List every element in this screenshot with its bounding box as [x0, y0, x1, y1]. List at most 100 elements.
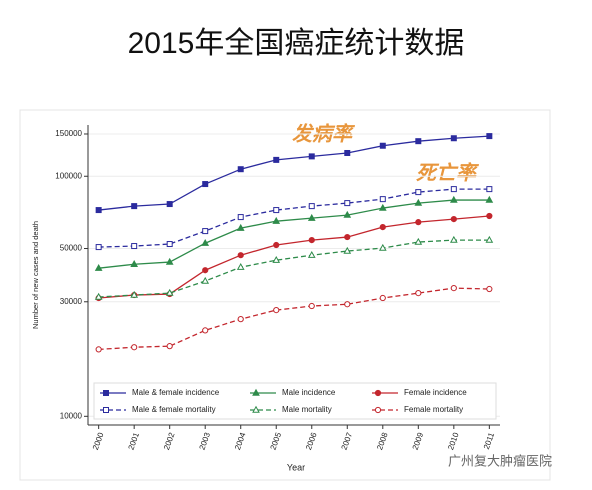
x-tick-label: 2011 — [482, 431, 497, 451]
marker — [343, 210, 352, 218]
marker — [95, 346, 102, 353]
marker — [237, 166, 244, 173]
marker — [415, 290, 422, 297]
x-tick-label: 2000 — [91, 431, 106, 451]
marker — [378, 243, 387, 251]
marker — [307, 250, 316, 258]
y-tick-label: 100000 — [55, 171, 82, 180]
marker — [130, 260, 139, 267]
marker — [415, 219, 422, 226]
marker — [450, 285, 457, 292]
chart-title: 2015年全国癌症统计数据 — [128, 27, 465, 60]
marker — [202, 228, 209, 235]
marker — [344, 233, 351, 241]
marker — [343, 246, 352, 254]
x-tick-label: 2003 — [198, 431, 213, 451]
marker — [344, 149, 351, 156]
marker — [308, 203, 315, 210]
marker — [202, 327, 209, 334]
x-tick-label: 2005 — [269, 431, 284, 451]
y-tick-label: 10000 — [60, 411, 83, 420]
x-tick-label: 2007 — [340, 431, 355, 451]
marker — [450, 135, 457, 142]
marker — [415, 138, 422, 145]
legend-marker — [252, 388, 260, 396]
marker — [486, 133, 493, 140]
legend-label: Male & female mortality — [132, 405, 216, 414]
marker — [344, 301, 351, 308]
marker — [272, 216, 281, 224]
legend-marker — [374, 389, 382, 397]
marker — [202, 267, 209, 274]
marker — [94, 292, 103, 300]
x-tick-label: 2008 — [375, 431, 390, 451]
marker — [273, 241, 280, 249]
y-tick-label: 150000 — [55, 129, 82, 138]
marker — [166, 343, 173, 350]
watermark: 广州复大肿瘤医院 — [448, 453, 552, 468]
series-line — [98, 135, 490, 211]
legend-label: Female mortality — [404, 405, 463, 414]
legend-marker — [252, 405, 260, 413]
marker — [131, 344, 138, 351]
series-line — [98, 188, 490, 248]
y-axis-label: Number of new cases and death — [31, 221, 40, 329]
marker — [131, 243, 138, 250]
marker — [344, 200, 351, 207]
marker — [237, 214, 244, 221]
marker — [236, 262, 245, 270]
marker — [450, 186, 457, 193]
series-line — [98, 215, 490, 299]
x-axis-label: Year — [287, 462, 305, 472]
panel — [19, 109, 551, 481]
marker — [166, 201, 173, 208]
series-line — [98, 287, 490, 351]
marker — [485, 195, 494, 203]
marker — [307, 213, 316, 221]
legend-label: Female incidence — [404, 388, 467, 397]
marker — [414, 237, 423, 245]
marker — [486, 186, 493, 193]
marker — [131, 203, 138, 210]
marker — [414, 198, 423, 206]
x-tick-label: 2010 — [446, 431, 461, 451]
x-tick-label: 2006 — [304, 431, 319, 451]
y-tick-label: 30000 — [60, 297, 83, 306]
legend-box — [93, 382, 497, 420]
series-line — [98, 239, 490, 298]
legend-label: Male incidence — [282, 388, 336, 397]
x-tick-label: 2009 — [411, 431, 426, 451]
marker — [165, 257, 174, 265]
marker — [237, 316, 244, 323]
x-tick-label: 2004 — [233, 431, 248, 451]
marker — [415, 189, 422, 196]
legend-label: Male & female incidence — [132, 388, 220, 397]
marker — [308, 153, 315, 160]
marker — [201, 276, 210, 284]
x-tick-label: 2001 — [126, 431, 141, 451]
marker — [95, 207, 102, 214]
marker — [165, 288, 174, 296]
annotation: 死亡率 — [416, 161, 480, 184]
marker — [201, 239, 210, 246]
series-line — [98, 199, 490, 269]
marker — [379, 224, 386, 231]
marker — [130, 290, 139, 298]
marker — [485, 235, 494, 243]
marker — [94, 263, 103, 271]
marker — [166, 241, 173, 248]
legend-marker — [103, 407, 109, 413]
marker — [308, 237, 315, 244]
legend-marker — [103, 390, 109, 396]
marker — [273, 156, 280, 163]
marker — [202, 181, 209, 188]
legend-marker — [374, 406, 382, 414]
y-tick-label: 50000 — [60, 244, 83, 253]
marker — [237, 252, 244, 259]
marker — [486, 212, 493, 220]
marker — [272, 255, 281, 263]
marker — [308, 302, 315, 310]
marker — [486, 285, 493, 293]
marker — [450, 216, 457, 223]
